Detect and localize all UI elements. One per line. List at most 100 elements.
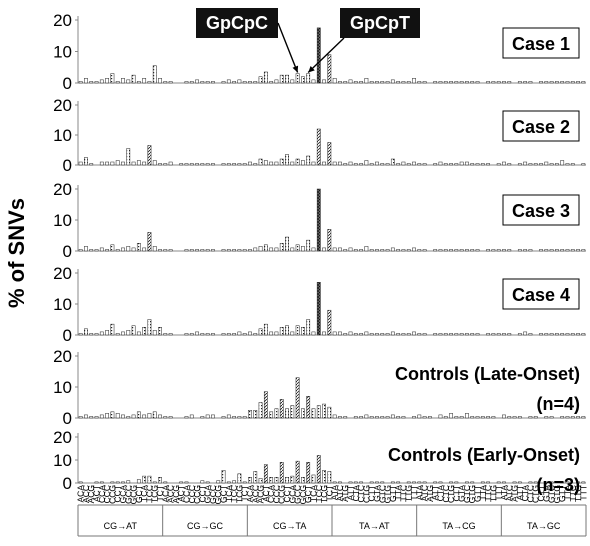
bar xyxy=(269,81,274,84)
bar xyxy=(94,481,99,484)
bar xyxy=(253,81,258,84)
group-label: CG→AT xyxy=(104,521,138,531)
bar xyxy=(78,481,83,484)
bar xyxy=(158,249,162,252)
panel-4: 0 10 20 Case 4 xyxy=(53,264,586,345)
bar xyxy=(232,81,236,84)
bar xyxy=(84,414,88,419)
bar xyxy=(454,333,459,336)
bar xyxy=(89,333,94,336)
bar xyxy=(211,81,215,84)
bar xyxy=(438,333,443,336)
annotation-box xyxy=(196,8,278,38)
bar xyxy=(343,163,348,166)
bar xyxy=(406,333,411,336)
y-tick-label: 0 xyxy=(63,74,72,93)
bar xyxy=(517,333,522,336)
bar xyxy=(517,163,522,166)
bar xyxy=(533,416,538,419)
annotation-label: GpCpC xyxy=(206,13,268,33)
bar xyxy=(131,325,136,336)
bar xyxy=(327,406,332,419)
x-tick-label: TCG xyxy=(234,485,244,503)
bar xyxy=(285,236,289,252)
bar xyxy=(517,481,522,484)
bar xyxy=(226,79,231,84)
bar xyxy=(322,403,326,419)
bar xyxy=(375,249,379,252)
bar xyxy=(322,470,326,484)
bar xyxy=(226,249,231,252)
x-tick-label: GTC xyxy=(547,485,557,503)
bar xyxy=(475,416,480,419)
bar xyxy=(131,414,136,419)
bar xyxy=(94,333,99,336)
bar xyxy=(544,249,549,252)
bar xyxy=(465,161,469,166)
bar xyxy=(581,416,586,419)
bar xyxy=(576,81,580,84)
bar xyxy=(147,81,152,84)
bar xyxy=(396,333,401,336)
bar xyxy=(248,331,252,336)
bar xyxy=(115,160,120,166)
bar xyxy=(78,333,83,336)
bar xyxy=(496,481,501,484)
x-tick-label: TCG xyxy=(150,485,160,503)
bar xyxy=(142,414,147,419)
bar xyxy=(99,481,104,484)
bar xyxy=(443,416,448,419)
x-tick-label: TTT xyxy=(578,485,588,501)
x-tick-label: CCG xyxy=(277,485,287,504)
y-tick-label: 0 xyxy=(63,326,72,345)
group-label: CG→TA xyxy=(273,521,306,531)
bar xyxy=(348,79,353,84)
bar xyxy=(570,249,575,252)
bar xyxy=(205,333,210,336)
x-tick-label: CTT xyxy=(367,485,377,502)
bar xyxy=(195,249,199,252)
x-tick-label: TTC xyxy=(568,485,578,502)
bar xyxy=(560,333,565,336)
bar xyxy=(475,333,480,336)
x-tick-label: ATC xyxy=(420,485,430,501)
bar xyxy=(353,249,358,252)
x-tick-label: TCA xyxy=(224,485,234,502)
bar xyxy=(364,78,369,84)
bar xyxy=(163,333,168,336)
bar xyxy=(258,328,263,336)
bar xyxy=(306,396,311,419)
bar xyxy=(142,475,147,484)
bar xyxy=(338,481,342,484)
bar xyxy=(163,163,168,166)
bar xyxy=(121,247,125,252)
bar xyxy=(295,460,300,484)
y-tick-label: 10 xyxy=(53,451,72,470)
x-tick-label: CTA xyxy=(435,485,445,502)
bar xyxy=(269,411,274,419)
bar xyxy=(502,414,506,419)
bar xyxy=(332,247,337,252)
bar xyxy=(581,249,586,252)
bar xyxy=(375,481,379,484)
y-tick-label: 20 xyxy=(53,96,72,115)
bar xyxy=(131,247,136,252)
panel-6: 0 10 20 Controls (Early-Onset) (n=3) xyxy=(53,428,586,495)
bar xyxy=(390,331,395,336)
bar xyxy=(126,79,131,84)
bar xyxy=(253,163,258,166)
bar xyxy=(248,477,252,484)
bar xyxy=(406,81,411,84)
bar xyxy=(348,331,353,336)
x-tick-label: CCA xyxy=(266,485,276,503)
bar xyxy=(99,161,104,166)
bar xyxy=(433,249,438,252)
panel-label-box xyxy=(502,27,580,59)
bar xyxy=(295,73,300,84)
x-tick-label: CCA xyxy=(181,485,191,503)
bar xyxy=(496,163,501,166)
x-tick-label: ATC xyxy=(335,485,345,501)
bar xyxy=(285,408,289,419)
bar xyxy=(359,249,363,252)
x-tick-label: TCT xyxy=(324,485,334,502)
